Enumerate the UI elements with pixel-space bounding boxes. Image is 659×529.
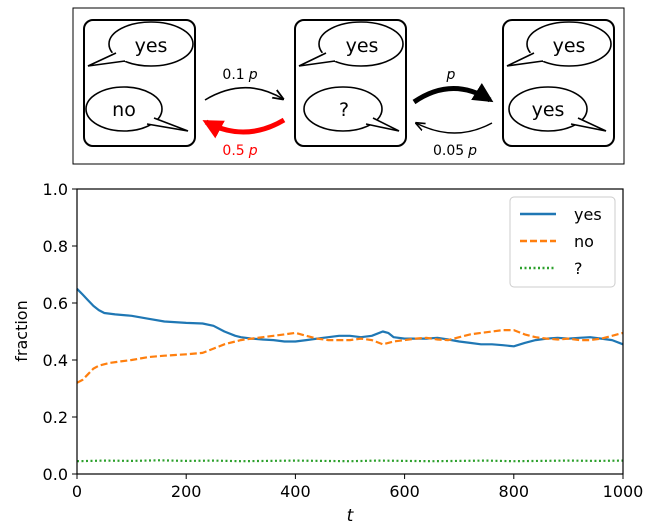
state-middle: yes ? (294, 19, 407, 147)
legend-label: yes (574, 205, 602, 224)
rate-label-left-to-middle: 0.1 p (222, 67, 257, 83)
legend-label: no (574, 232, 594, 251)
bubble-text-bottom: yes (532, 99, 565, 121)
y-tick-label: 0.2 (43, 408, 68, 427)
x-tick-label: 400 (280, 482, 311, 501)
x-tick-label: 200 (171, 482, 202, 501)
series-layer (76, 288, 624, 463)
x-axis-label: t (347, 506, 355, 525)
y-tick-label: 0.0 (43, 465, 68, 484)
rate-label-middle-to-left: 0.5 p (222, 143, 257, 159)
legend-box (509, 196, 616, 288)
series-line-yes (76, 288, 624, 348)
series-line-unknown (76, 459, 624, 463)
x-tick-label: 600 (389, 482, 420, 501)
bubble-text-top: yes (553, 35, 586, 57)
bubble-text-bottom: ? (339, 99, 349, 121)
arrow-left-to-middle (204, 86, 283, 100)
bubble-text-bottom: no (112, 99, 136, 121)
legend-label: ? (574, 259, 583, 278)
x-ticks: 0 200 400 600 800 1000 (72, 474, 643, 501)
arrow-middle-to-right (412, 83, 494, 105)
axes-frame (76, 188, 624, 475)
speech-bubble-bottom (85, 86, 163, 132)
bubble-text-top: yes (135, 35, 168, 57)
legend: yes no? (509, 196, 616, 288)
x-tick-label: 0 (72, 482, 82, 501)
rate-label-middle-to-right: p (446, 67, 456, 83)
y-tick-label: 1.0 (43, 180, 68, 199)
arrow-right-to-middle (416, 123, 493, 134)
arrow-middle-to-left (202, 117, 286, 139)
speech-bubble-top (526, 21, 612, 67)
speech-bubble-top (318, 21, 404, 67)
bubble-text-top: yes (346, 35, 379, 57)
rate-label-right-to-middle: 0.05 p (433, 143, 477, 159)
series-line-no (76, 329, 624, 384)
state-left: yes no (83, 19, 196, 147)
x-tick-label: 800 (499, 482, 530, 501)
state-right: yes yes (502, 19, 615, 147)
y-axis-label: fraction (12, 300, 31, 361)
speech-bubble-top (108, 21, 194, 67)
y-tick-label: 0.8 (43, 237, 68, 256)
y-tick-label: 0.6 (43, 294, 68, 313)
x-tick-label: 1000 (603, 482, 644, 501)
y-ticks: 0.0 0.2 0.4 0.6 0.8 1.0 (43, 180, 77, 484)
state-diagram: yes no yes ? yes (72, 7, 625, 165)
y-tick-label: 0.4 (43, 351, 68, 370)
speech-bubble-bottom (303, 86, 383, 132)
line-chart: 0 200 400 600 800 1000 0.0 0.2 0.4 0.6 0.8 1.0 t f… (12, 180, 643, 526)
speech-bubble-bottom (508, 86, 588, 132)
